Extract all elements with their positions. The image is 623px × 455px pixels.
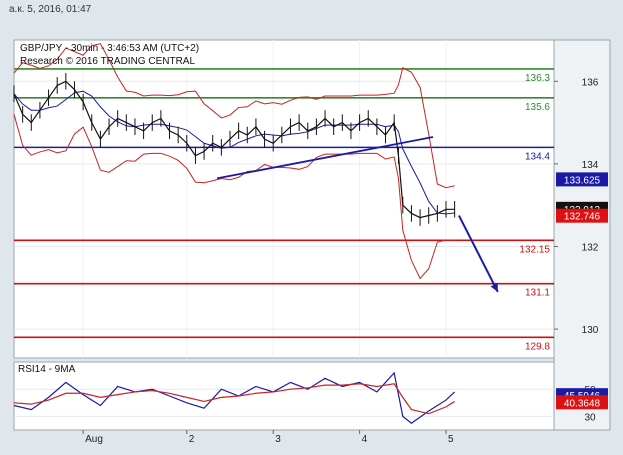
rsi-ma-line	[13, 383, 455, 415]
price-tag-0-bg	[556, 172, 608, 187]
x-tick-label: 2	[189, 434, 195, 445]
trendline	[216, 136, 434, 180]
bollinger-upper	[13, 43, 455, 189]
level-label-support-2: 131.1	[525, 288, 550, 299]
rsi-title: RSI14 - 9MA	[18, 364, 76, 375]
y-tick-label: 136	[582, 77, 599, 88]
x-tick-label: 4	[362, 434, 368, 445]
rsi-panel	[13, 361, 555, 431]
price-panel	[13, 39, 555, 359]
levels-layer: 136.3 135.6 134.4 132.15 131.1 129.8	[14, 68, 554, 352]
x-axis-layer: Aug 2 3 4 5	[82, 430, 454, 445]
price-tag-2: 132.746	[564, 212, 601, 223]
price-line	[13, 80, 455, 219]
level-label-support-1: 132.15	[519, 244, 550, 255]
y-tick-label: 130	[582, 325, 599, 336]
rsi-tick-label: 30	[584, 412, 596, 423]
y-tick-label: 134	[582, 160, 599, 171]
bollinger-lower	[13, 114, 455, 280]
price-tag-2-bg	[556, 208, 608, 223]
chart-subtitle: Research © 2016 TRADING CENTRAL	[20, 56, 195, 67]
level-label-resistance-1: 135.6	[525, 102, 550, 113]
x-tick-label: 3	[275, 434, 281, 445]
header-timestamp: а.к. 5, 2016, 01:47	[9, 4, 92, 15]
level-label-resistance-2: 136.3	[525, 73, 550, 84]
forecast-arrow-shaft	[458, 215, 499, 293]
moving-average	[13, 90, 455, 215]
price-tag-0: 133.625	[564, 175, 601, 186]
rsi-tag-1: 40.3648	[564, 398, 601, 409]
rsi-tag-1-bg	[556, 395, 608, 410]
y-axis-strip	[553, 39, 611, 431]
forecast-arrow-head	[490, 282, 498, 292]
level-label-pivot: 134.4	[525, 151, 550, 162]
rsi-layer: 3050	[13, 371, 596, 424]
level-label-support-3: 129.8	[525, 341, 550, 352]
series-layer	[13, 43, 499, 293]
grid-layer: 130 132 134 136	[14, 40, 599, 358]
x-tick-label: Aug	[85, 434, 103, 445]
y-tick-label: 132	[582, 242, 599, 253]
chart-title: GBP/JPY - 30min - 3:46:53 AM (UTC+2)	[20, 43, 199, 54]
rsi-line	[13, 371, 456, 424]
x-tick-label: 5	[448, 434, 454, 445]
